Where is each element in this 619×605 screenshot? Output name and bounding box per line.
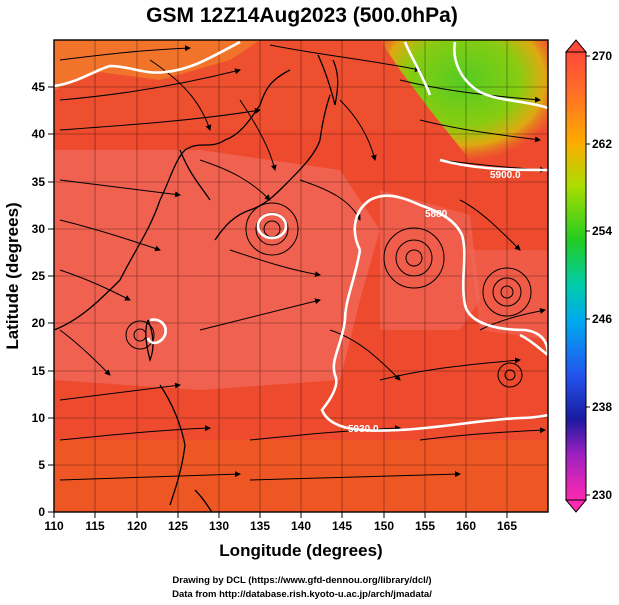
colorbar-bottom-arrow	[564, 499, 588, 513]
chart-title: GSM 12Z14Aug2023 (500.0hPa)	[146, 4, 458, 27]
y-tick-label: 35	[32, 175, 46, 189]
x-tick-labels: 110 115 120 125 130 135 140 145 150 155 …	[44, 519, 517, 533]
plot-area: 5900.0 5880 5930.0	[54, 40, 548, 512]
x-tick-label: 120	[127, 519, 147, 533]
colorbar-tick-label: 254	[592, 224, 612, 238]
y-tick-label: 25	[32, 269, 46, 283]
streamlines	[59, 44, 546, 481]
x-tick-label: 155	[415, 519, 435, 533]
y-tick-label: 20	[32, 316, 46, 330]
y-tick-label: 30	[32, 222, 46, 236]
x-tick-label: 110	[44, 519, 64, 533]
colorbar-tick-label: 230	[592, 488, 612, 502]
x-tick-marks	[53, 512, 508, 518]
credit-line: Data from http://database.rish.kyoto-u.a…	[172, 589, 432, 600]
colorbar: 270 262 254 246 238 230	[564, 39, 612, 513]
y-tick-label: 15	[32, 364, 46, 378]
y-tick-label: 40	[32, 127, 46, 141]
y-tick-label: 45	[32, 80, 46, 94]
x-tick-label: 145	[332, 519, 352, 533]
contour-label: 5900.0	[490, 170, 521, 181]
contour-label: 5880	[425, 209, 448, 220]
x-tick-label: 140	[291, 519, 311, 533]
x-tick-label: 165	[497, 519, 517, 533]
x-tick-label: 160	[456, 519, 476, 533]
x-tick-label: 150	[374, 519, 394, 533]
x-tick-label: 130	[209, 519, 229, 533]
colorbar-tick-label: 238	[592, 400, 612, 414]
height-contours	[54, 40, 548, 432]
contour-label: 5930.0	[348, 424, 379, 435]
colorbar-tick-label: 246	[592, 312, 612, 326]
x-tick-label: 135	[250, 519, 270, 533]
circulation-centers	[125, 202, 532, 388]
y-tick-marks	[48, 86, 54, 513]
warm-core-region	[54, 150, 380, 390]
y-tick-label: 10	[32, 411, 46, 425]
y-tick-label: 5	[38, 458, 45, 472]
y-tick-labels: 0 5 10 15 20 25 30 35 40 45	[32, 80, 46, 519]
lat-lon-grid	[54, 40, 548, 512]
credit-line: Drawing by DCL (https://www.gfd-dennou.o…	[172, 575, 431, 586]
x-tick-label: 115	[85, 519, 105, 533]
colorbar-top-arrow	[564, 39, 588, 53]
cool-northeast-region	[380, 40, 548, 175]
x-tick-label: 125	[168, 519, 188, 533]
y-tick-label: 0	[38, 505, 45, 519]
colorbar-gradient	[565, 51, 587, 501]
y-axis-title: Latitude (degrees)	[3, 202, 22, 349]
colorbar-tick-label: 270	[592, 49, 612, 63]
colorbar-tick-label: 262	[592, 137, 612, 151]
x-axis-title: Longitude (degrees)	[219, 541, 382, 560]
